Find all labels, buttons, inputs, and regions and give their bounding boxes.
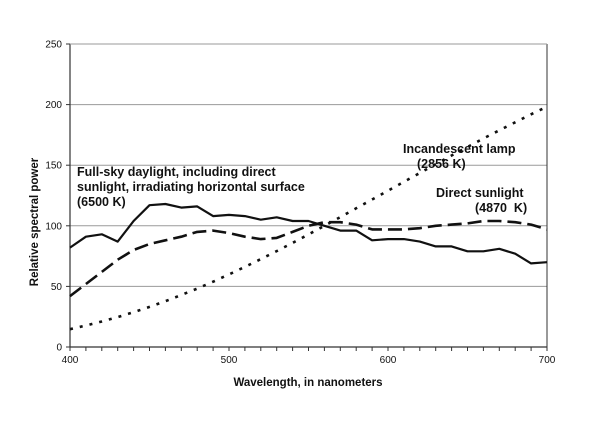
y-tick-label: 100	[45, 221, 62, 232]
annotation-incandescent-1: Incandescent lamp	[403, 142, 516, 156]
annotation-sunlight-2: (4870 K)	[475, 201, 527, 215]
series-line-dotted	[69, 105, 548, 331]
x-tick-label: 700	[539, 355, 556, 366]
x-axis-label: Wavelength, in nanometers	[233, 377, 382, 389]
x-tick-label: 400	[62, 355, 79, 366]
annotation-incandescent-2: (2856 K)	[417, 157, 466, 171]
y-tick-label: 250	[45, 40, 62, 51]
annotation-sunlight-1: Direct sunlight	[436, 186, 524, 200]
y-tick-label: 0	[56, 343, 62, 354]
annotation-daylight-1: Full-sky daylight, including direct	[77, 165, 276, 179]
x-tick-label: 500	[221, 355, 238, 366]
y-axis-label: Relative spectral power	[29, 157, 41, 286]
y-tick-label: 200	[45, 100, 62, 111]
series-line-dashed	[69, 219, 548, 298]
annotation-daylight-2: sunlight, irradiating horizontal surface	[77, 180, 305, 194]
x-tick-label: 600	[380, 355, 397, 366]
series-line-solid	[69, 202, 548, 265]
annotation-daylight-3: (6500 K)	[77, 195, 126, 209]
y-tick-label: 150	[45, 161, 62, 172]
y-tick-label: 50	[51, 282, 63, 293]
